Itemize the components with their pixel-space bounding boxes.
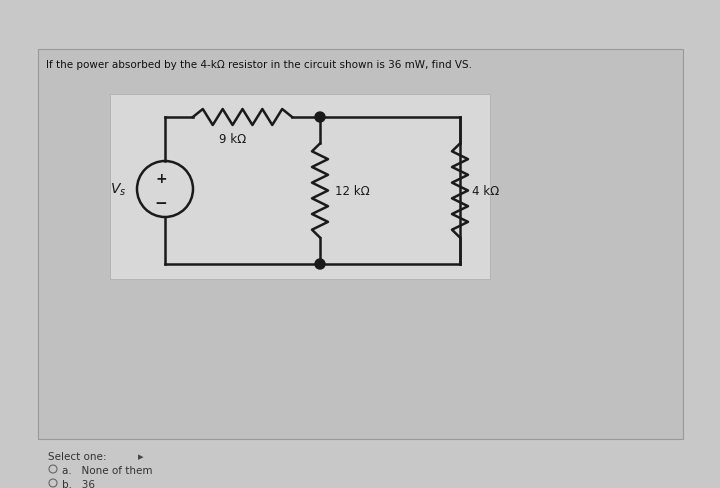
- Bar: [38, 50, 683, 439]
- Text: 12 kΩ: 12 kΩ: [335, 184, 370, 198]
- Text: −: −: [155, 195, 167, 210]
- Text: b.   36: b. 36: [62, 479, 95, 488]
- Text: $V_s$: $V_s$: [110, 182, 126, 198]
- Text: a.   None of them: a. None of them: [62, 465, 153, 475]
- Text: 9 kΩ: 9 kΩ: [219, 133, 246, 146]
- Text: Select one:: Select one:: [48, 451, 107, 461]
- Text: ▸: ▸: [138, 451, 143, 461]
- Bar: [110, 95, 490, 280]
- Circle shape: [315, 260, 325, 269]
- Circle shape: [315, 113, 325, 123]
- Text: +: +: [156, 172, 167, 185]
- Text: 4 kΩ: 4 kΩ: [472, 184, 499, 198]
- Text: If the power absorbed by the 4-kΩ resistor in the circuit shown is 36 mW, find V: If the power absorbed by the 4-kΩ resist…: [46, 60, 472, 70]
